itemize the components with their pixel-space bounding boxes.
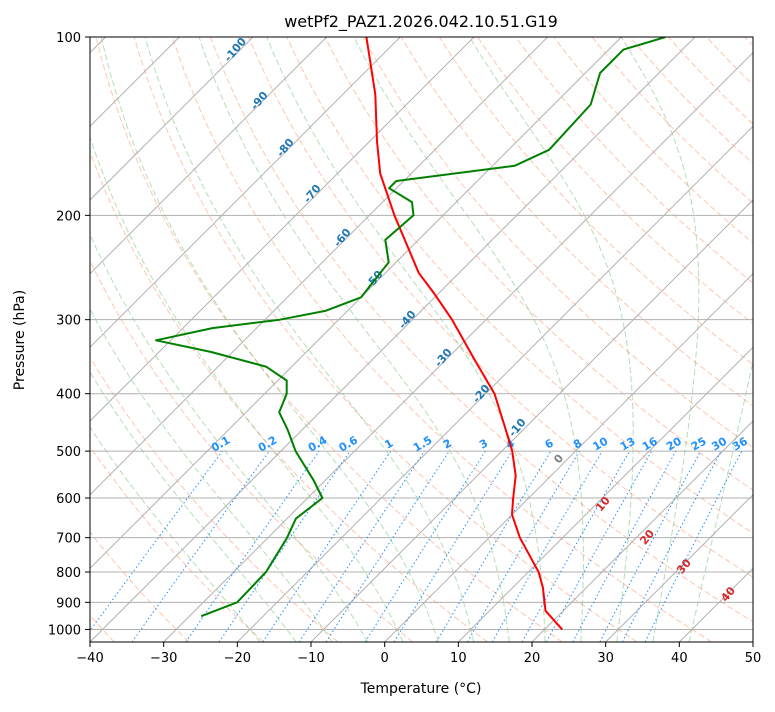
x-tick-label: −20 — [224, 651, 251, 666]
y-tick-label: 600 — [56, 492, 81, 507]
y-tick-label: 800 — [56, 566, 81, 581]
y-tick-label: 900 — [56, 596, 81, 611]
x-tick-label: 10 — [450, 651, 467, 666]
chart-title: wetPf2_PAZ1.2026.042.10.51.G19 — [284, 12, 558, 32]
x-tick-label: −30 — [150, 651, 177, 666]
y-axis-label: Pressure (hPa) — [12, 290, 28, 390]
x-tick-label: 20 — [524, 651, 541, 666]
x-tick-label: 50 — [745, 651, 762, 666]
y-tick-label: 700 — [56, 532, 81, 547]
y-tick-label: 400 — [56, 388, 81, 403]
x-tick-label: 30 — [597, 651, 614, 666]
y-tick-label: 300 — [56, 314, 81, 329]
y-tick-label: 100 — [56, 31, 81, 46]
y-tick-label: 200 — [56, 209, 81, 224]
x-tick-label: −10 — [297, 651, 324, 666]
y-tick-label: 500 — [56, 445, 81, 460]
y-tick-label: 1000 — [48, 623, 81, 638]
x-tick-label: 40 — [671, 651, 688, 666]
x-axis-label: Temperature (°C) — [360, 681, 482, 697]
x-tick-label: −40 — [76, 651, 103, 666]
x-tick-label: 0 — [381, 651, 389, 666]
